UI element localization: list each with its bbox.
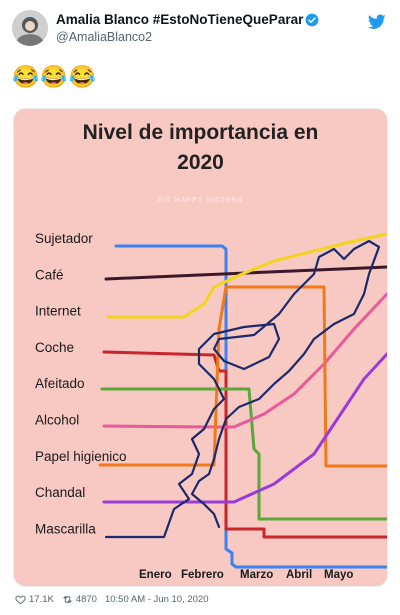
category-label: Internet [35,304,81,319]
category-label: Chandal [35,485,85,500]
x-tick-label: Abril [286,569,312,581]
series-line-4 [102,350,387,539]
category-label: Mascarilla [35,521,96,536]
category-label: Sujetador [35,231,93,246]
series-line-9 [104,239,381,539]
series-line-7 [98,285,387,468]
tweet-footer: 17.1K 4870 10:50 AM - Jun 10, 2020 [15,594,209,605]
like-count: 17.1K [29,594,54,605]
chart-title-line1: Nivel de importancia en [82,121,319,144]
user-handle[interactable]: @AmaliaBlanco2 [56,30,153,44]
retweet-icon[interactable] [62,594,73,605]
tweet-text: 😂😂😂 [12,64,98,89]
tweet-timestamp[interactable]: 10:50 AM - Jun 10, 2020 [104,594,209,605]
watermark: FIT HAPPY SISTERS [157,197,244,204]
twitter-bird-icon[interactable] [368,14,386,30]
category-label: Café [35,267,64,282]
heart-icon[interactable] [15,594,26,605]
tweet-image[interactable]: Nivel de importancia en 2020 FIT HAPPY S… [13,108,388,587]
series-line-5 [100,387,387,521]
x-tick-label: Mayo [324,569,353,581]
series-line-1 [114,244,387,569]
category-label: Papel higienico [35,449,127,464]
series-line-6 [102,292,387,429]
category-label: Coche [35,340,74,355]
category-label: Alcohol [35,413,79,428]
series-line-8 [102,352,387,504]
x-tick-label: Enero [139,569,172,581]
x-tick-label: Febrero [181,569,224,581]
retweet-count: 4870 [75,594,97,605]
display-name[interactable]: Amalia Blanco #EstoNoTieneQueParar [56,12,304,27]
chart-title-line2: 2020 [177,151,224,174]
chart-svg: Sujetador Café Internet Coche Afeitado Alcoho… [35,231,387,581]
x-tick-label: Marzo [240,569,273,581]
verified-badge-icon [305,13,319,27]
category-label: Afeitado [35,376,85,391]
avatar[interactable] [12,10,48,46]
series-line-3 [106,232,387,319]
